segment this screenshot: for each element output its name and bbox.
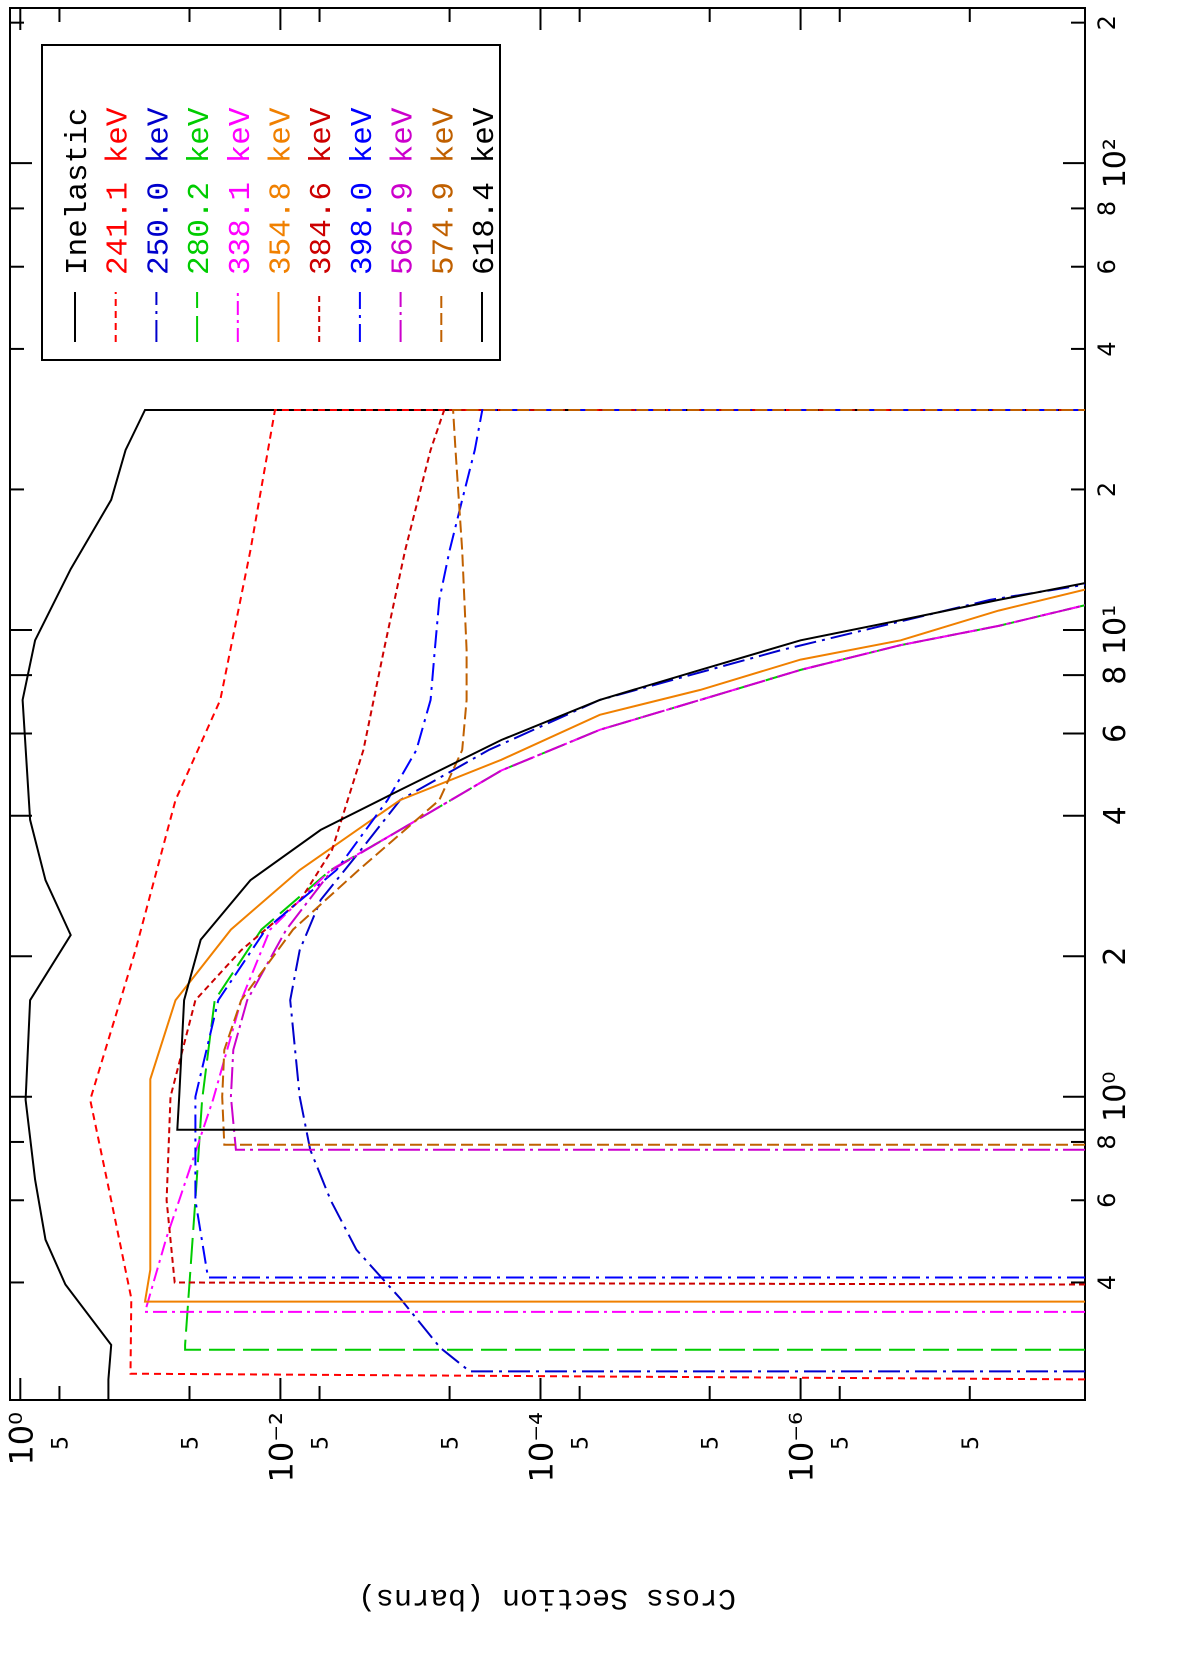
x-tick-label: 4 (1093, 1275, 1121, 1290)
y-tick-label: 5 (178, 1436, 203, 1450)
series-line (143, 588, 1085, 1303)
series-line (229, 604, 1085, 1151)
series-line (184, 604, 1085, 1351)
x-tick-label: 2 (1093, 15, 1121, 30)
y-tick-label: 5 (48, 1436, 73, 1450)
x-tick-label: 10⁰ (1098, 1072, 1133, 1122)
y-axis-title: Cross Section (barns) (358, 1580, 736, 1614)
legend-label: 398.0 keV (346, 107, 381, 275)
legend-label: 241.1 keV (102, 107, 137, 275)
y-tick-label: 5 (309, 1436, 334, 1450)
x-tick-label: 6 (1093, 1193, 1121, 1208)
x-tick-label: 8 (1093, 201, 1121, 216)
series-line (165, 409, 1085, 1286)
x-tick-label: 2 (1098, 947, 1133, 966)
x-tick-label: 8 (1098, 666, 1133, 685)
legend-label: 338.1 keV (224, 107, 259, 275)
y-tick-label: 10⁻⁴ (522, 1412, 560, 1482)
y-tick-label: 5 (439, 1436, 464, 1450)
x-tick-label: 8 (1093, 1134, 1121, 1149)
plot-frame (9, 7, 1086, 1401)
y-tick-label: 5 (569, 1436, 594, 1450)
y-tick-label: 10⁻⁶ (783, 1412, 821, 1482)
x-tick-label: 6 (1098, 724, 1133, 743)
rotated-plot: Cross Section (barns) 4 6 8 10⁰ 2 4 6 8 10¹ 2 4 6 8 1… (2, 7, 1133, 1614)
series-line (21, 409, 1085, 1400)
legend-label: 574.9 keV (427, 107, 462, 275)
series-line (89, 409, 1085, 1381)
legend-label: Inelastic (61, 108, 96, 275)
legend-label: 384.6 keV (305, 107, 340, 275)
legend-label: 618.4 keV (468, 107, 503, 275)
series-line (176, 582, 1085, 1131)
curves (21, 409, 1085, 1400)
x-tick-label: 10² (1098, 138, 1133, 188)
x-tick-label: 6 (1093, 259, 1121, 274)
legend-label: 565.9 keV (387, 107, 422, 275)
y-tick-label: 10⁻² (262, 1412, 300, 1482)
x-tick-label: 10¹ (1098, 605, 1133, 655)
legend-label: 280.2 keV (183, 107, 218, 275)
series-line (221, 409, 1085, 1146)
y-tick-label: 5 (959, 1436, 984, 1450)
legend-label: 354.8 keV (265, 107, 300, 275)
legend-box (41, 44, 501, 361)
legend-label: 250.0 keV (142, 107, 177, 275)
y-tick-label: 5 (829, 1436, 854, 1450)
series-line (194, 409, 1085, 1279)
y-tick-label: 5 (699, 1436, 724, 1450)
x-tick-label: 2 (1093, 482, 1121, 497)
x-tick-label: 4 (1098, 806, 1133, 825)
x-tick-label: 4 (1093, 341, 1121, 356)
y-tick-label: 10⁰ (2, 1412, 40, 1466)
